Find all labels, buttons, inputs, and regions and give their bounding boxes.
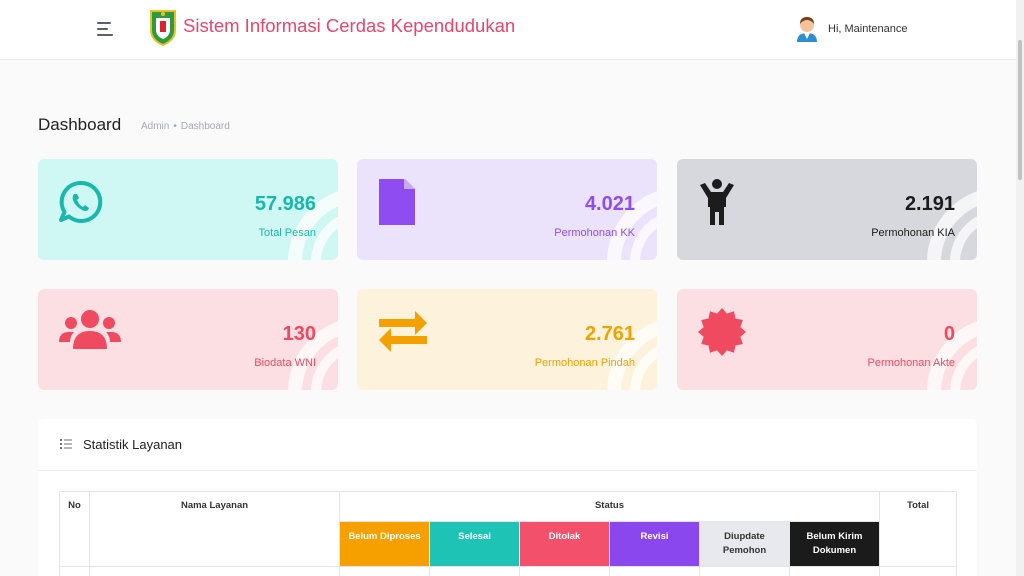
panel-header: Statistik Layanan	[38, 419, 977, 471]
card-label: Biodata WNI	[254, 357, 316, 369]
list-icon	[60, 439, 72, 449]
table-row	[59, 566, 957, 576]
certificate-icon	[698, 308, 746, 356]
card-label: Permohonan KK	[554, 227, 635, 239]
card-value: 2.761	[584, 323, 635, 345]
logo-shield-icon	[150, 10, 176, 46]
panel-title: Statistik Layanan	[83, 437, 183, 452]
card-value: 4.021	[584, 193, 635, 215]
card-value: 57.986	[254, 193, 316, 215]
column-header-nama-layanan: Nama Layanan	[89, 491, 340, 567]
users-icon	[59, 310, 121, 349]
status-header-diupdate-pemohon: Diupdate Pemohon	[699, 521, 790, 567]
card-label: Permohonan Pindah	[534, 357, 635, 369]
breadcrumb-separator: •	[173, 121, 177, 132]
column-header-total: Total	[879, 491, 957, 567]
column-header-status: Status	[339, 491, 880, 522]
card-permohonan-akte[interactable]: 0 Permohonan Akte	[677, 289, 977, 390]
card-biodata-wni[interactable]: 130 Biodata WNI	[38, 289, 338, 390]
card-permohonan-kia[interactable]: 2.191 Permohonan KIA	[677, 159, 977, 260]
scrollbar-thumb[interactable]	[1018, 40, 1022, 180]
breadcrumb: Admin • Dashboard	[141, 121, 230, 132]
child-icon	[700, 179, 734, 225]
whatsapp-icon	[59, 180, 103, 223]
card-total-pesan[interactable]: 57.986 Total Pesan	[38, 159, 338, 260]
card-label: Permohonan Akte	[867, 357, 955, 369]
breadcrumb-item-admin[interactable]: Admin	[141, 121, 170, 132]
card-label: Permohonan KIA	[871, 227, 955, 239]
status-header-ditolak: Ditolak	[519, 521, 610, 567]
status-header-belum-diproses: Belum Diproses	[339, 521, 430, 567]
card-permohonan-kk[interactable]: 4.021 Permohonan KK	[357, 159, 657, 260]
card-permohonan-pindah[interactable]: 2.761 Permohonan Pindah	[357, 289, 657, 390]
user-avatar-icon[interactable]	[795, 16, 819, 42]
status-header-selesai: Selesai	[429, 521, 520, 567]
card-value: 0	[943, 323, 955, 345]
breadcrumb-item-dashboard: Dashboard	[180, 121, 230, 132]
top-navbar: Sistem Informasi Cerdas Kependudukan Hi,…	[0, 0, 1016, 60]
page-scrollbar[interactable]	[1016, 0, 1024, 576]
app-title: Sistem Informasi Cerdas Kependudukan	[183, 15, 516, 36]
card-value: 2.191	[904, 193, 955, 215]
status-header-belum-kirim-dokumen: Belum Kirim Dokumen	[789, 521, 880, 567]
document-icon	[379, 179, 415, 225]
status-header-revisi: Revisi	[609, 521, 700, 567]
user-greeting[interactable]: Hi, Maintenance	[828, 23, 908, 35]
card-label: Total Pesan	[258, 227, 316, 239]
menu-toggle-icon[interactable]	[97, 22, 115, 38]
card-value: 130	[282, 323, 316, 345]
page-title: Dashboard	[38, 115, 122, 134]
column-header-no: No	[59, 491, 90, 567]
statistik-table: No Nama Layanan Status Total Belum Dipro…	[59, 491, 957, 576]
exchange-icon	[379, 311, 427, 352]
